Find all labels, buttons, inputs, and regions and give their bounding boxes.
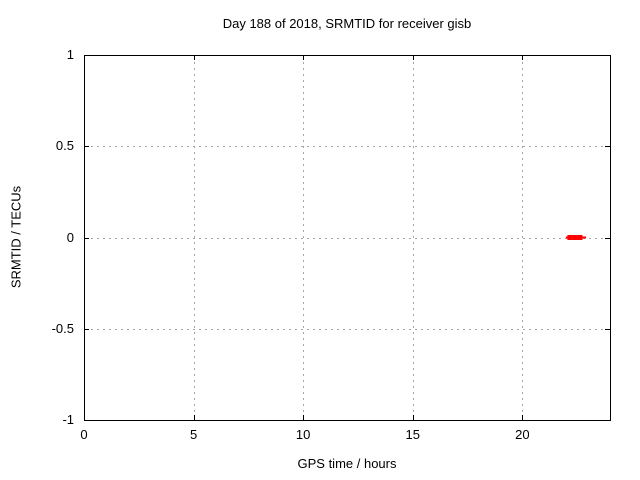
data-point-marker (567, 235, 573, 240)
x-tick-label: 10 (295, 427, 311, 442)
x-tick-label: 15 (405, 427, 420, 442)
x-axis-label: GPS time / hours (297, 456, 397, 471)
y-tick-label: 0.5 (55, 138, 74, 154)
y-tick-label: 1 (66, 47, 74, 62)
data-point-marker (572, 235, 578, 240)
chart-title: Day 188 of 2018, SRMTID for receiver gis… (222, 16, 472, 31)
plot-area (84, 55, 611, 421)
y-tick-label: -1 (62, 412, 74, 427)
x-tick-label: 20 (515, 427, 530, 442)
y-tick-label: -0.5 (51, 320, 74, 336)
y-tick-label: 0 (66, 229, 74, 245)
x-tick-label: 5 (189, 427, 198, 442)
data-point-marker (577, 235, 583, 240)
x-tick-label: 0 (80, 427, 88, 442)
